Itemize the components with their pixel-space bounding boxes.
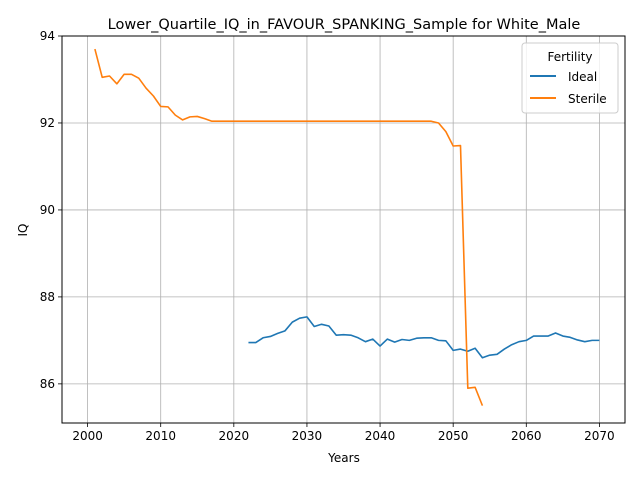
x-axis: 2000 2010 2020 2030 2040 2050 2060 2070 [72,423,615,443]
series-line-ideal [248,316,600,359]
legend: Fertility Ideal Sterile [521,42,619,114]
chart-title: Lower_Quartile_IQ_in_FAVOUR_SPANKING_Sam… [108,17,581,33]
legend-title: Fertility [547,50,592,64]
series-line-sterile [94,48,484,406]
x-tick-label: 2050 [438,429,469,443]
x-tick-label: 2040 [365,429,396,443]
legend-label-sterile: Sterile [568,92,607,106]
plot-frame [61,35,626,424]
legend-label-ideal: Ideal [568,70,597,84]
x-tick-label: 2070 [584,429,615,443]
x-tick-label: 2010 [145,429,176,443]
y-tick-label: 86 [40,377,55,391]
x-tick-label: 2000 [72,429,103,443]
y-tick-label: 90 [40,203,55,217]
x-tick-label: 2060 [511,429,542,443]
legend-box [521,42,619,114]
x-tick-label: 2030 [292,429,323,443]
y-tick-label: 94 [40,29,55,43]
y-axis: 86 88 90 92 94 [40,29,62,391]
y-tick-label: 92 [40,116,55,130]
y-tick-label: 88 [40,290,55,304]
series-lines [94,48,600,406]
x-axis-label: Years [327,451,360,465]
x-tick-label: 2020 [219,429,250,443]
y-axis-label: IQ [16,224,30,237]
